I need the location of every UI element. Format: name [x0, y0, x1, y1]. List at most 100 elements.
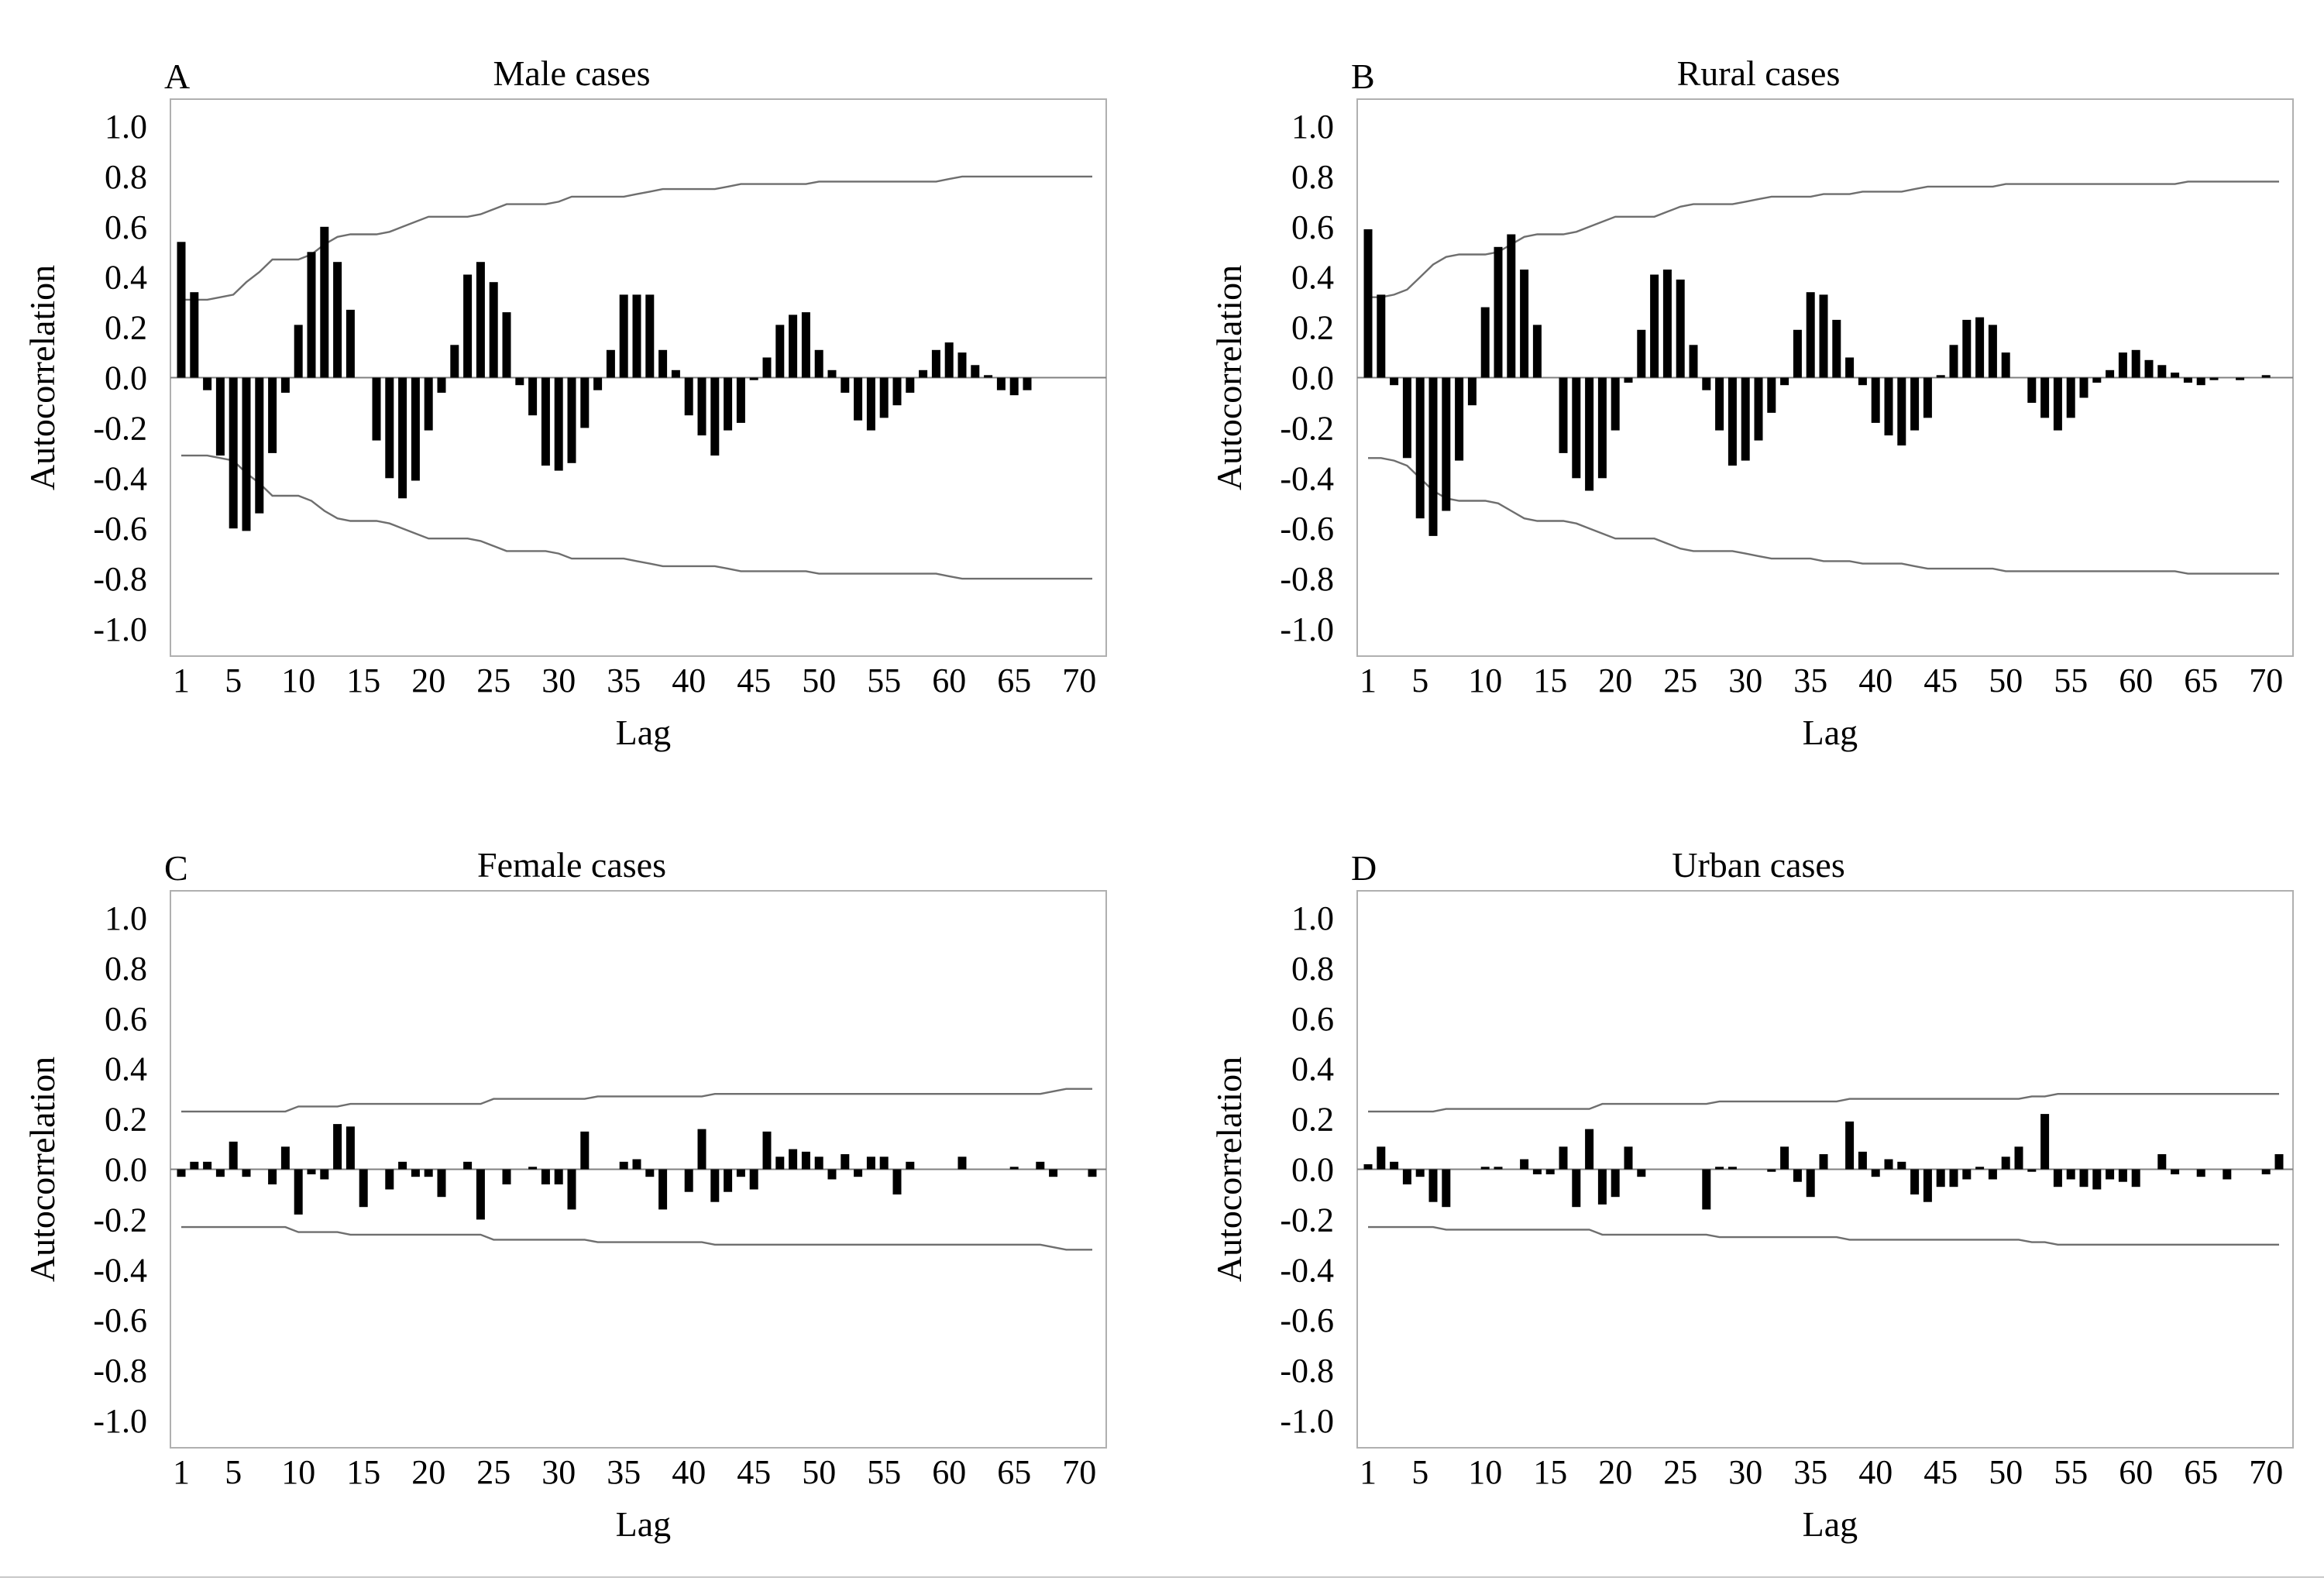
- acf-bar: [229, 377, 238, 529]
- y-tick-label: -0.8: [1280, 560, 1334, 598]
- acf-bar: [1988, 1169, 1997, 1180]
- acf-bar: [1780, 1146, 1789, 1170]
- y-tick-label: 0.4: [105, 259, 147, 297]
- upper-confidence-limit: [1368, 1093, 2279, 1113]
- acf-bar: [2079, 1169, 2089, 1187]
- acf-bar: [476, 1169, 485, 1220]
- acf-bar: [1845, 357, 1855, 378]
- x-axis-label: Lag: [616, 1504, 672, 1544]
- acf-bar: [1494, 246, 1503, 378]
- acf-bar: [749, 1169, 758, 1190]
- acf-bar: [2236, 377, 2245, 380]
- acf-bar: [1988, 325, 1997, 378]
- upper-confidence-limit: [181, 1088, 1092, 1113]
- chart-panel-d: D Urban cases 1.0 0.8 0.6 0.4 0.2 0.0 -0.2 -0.4 -0…: [1209, 845, 2294, 1544]
- lower-confidence-limit: [181, 454, 1092, 580]
- acf-bar: [2196, 377, 2205, 386]
- x-tick-label: 10: [1468, 662, 1502, 699]
- acf-bar: [697, 377, 706, 436]
- y-tick-label: -0.8: [93, 1352, 147, 1390]
- acf-bar: [632, 294, 641, 378]
- x-tick-label: 20: [1598, 1453, 1632, 1491]
- acf-bar: [2118, 1169, 2127, 1182]
- acf-bar: [411, 377, 420, 481]
- acf-bar: [1049, 1169, 1058, 1177]
- acf-bar: [1923, 377, 1932, 418]
- lower-confidence-limit: [1368, 1225, 2279, 1246]
- y-tick-label: 0.6: [105, 1000, 147, 1038]
- acf-bar: [1559, 1146, 1568, 1170]
- acf-bar: [307, 252, 316, 378]
- x-tick-label: 25: [1663, 662, 1697, 699]
- acf-bar: [242, 1169, 251, 1177]
- acf-bar: [814, 349, 823, 378]
- acf-bar: [1585, 1129, 1594, 1170]
- acf-bar: [854, 377, 863, 421]
- acf-bar: [1884, 1159, 1893, 1170]
- acf-bar: [1442, 377, 1451, 511]
- acf-bar: [919, 369, 928, 378]
- x-tick-label: 50: [1989, 662, 2023, 699]
- acf-bar: [541, 1169, 550, 1184]
- acf-bar: [2274, 1154, 2284, 1170]
- x-tick-label: 50: [1989, 1453, 2023, 1491]
- y-tick-label: 0.0: [1291, 1151, 1334, 1189]
- acf-bar: [450, 345, 459, 378]
- x-tick-label: 35: [607, 662, 641, 699]
- panel-letter: B: [1351, 57, 1375, 96]
- y-tick-label: 0.2: [105, 1101, 147, 1139]
- acf-bar: [1532, 1169, 1542, 1174]
- acf-bar: [801, 1151, 810, 1170]
- acf-bar: [1585, 377, 1594, 491]
- acf-bar: [814, 1157, 823, 1170]
- acf-bar: [619, 294, 628, 378]
- x-tick-label: 5: [1411, 1453, 1428, 1491]
- x-tick-label: 1: [173, 662, 190, 699]
- acf-bar: [1520, 270, 1529, 378]
- acf-bar: [2118, 352, 2127, 378]
- x-tick-label: 45: [1923, 1453, 1958, 1491]
- y-tick-label: -0.4: [93, 1251, 147, 1289]
- acf-bar: [1597, 377, 1607, 479]
- acf-bar: [1480, 1167, 1490, 1170]
- acf-bar: [697, 1129, 706, 1170]
- y-tick-label: 0.4: [1291, 1050, 1334, 1088]
- x-tick-label: 45: [1923, 662, 1958, 699]
- acf-bar: [1377, 1146, 1386, 1170]
- acf-bar: [710, 377, 720, 456]
- chart-title: Male cases: [493, 53, 650, 93]
- acf-bar: [2027, 1169, 2037, 1172]
- acf-bar: [1845, 1121, 1855, 1170]
- acf-bar: [346, 309, 355, 378]
- acf-bar: [1754, 377, 1763, 441]
- acf-bar: [2261, 375, 2271, 378]
- acf-bar: [762, 1131, 772, 1170]
- acf-bar: [320, 1169, 329, 1180]
- acf-bar: [1962, 319, 1972, 378]
- acf-bar: [1520, 1159, 1529, 1170]
- x-tick-label: 30: [541, 1453, 576, 1491]
- chart-title: Urban cases: [1672, 845, 1845, 885]
- x-tick-label: 5: [225, 662, 242, 699]
- acf-bar: [1455, 377, 1464, 461]
- acf-bar: [268, 1169, 277, 1184]
- y-tick-label: 0.2: [1291, 309, 1334, 347]
- acf-bar: [684, 1169, 693, 1192]
- acf-bar: [255, 377, 264, 514]
- acf-bar: [2157, 1154, 2167, 1170]
- x-tick-label: 10: [281, 1453, 315, 1491]
- acf-bar: [1559, 377, 1568, 453]
- acf-bar: [1728, 1167, 1737, 1170]
- chart-title: Female cases: [477, 845, 666, 885]
- acf-bar: [1962, 1169, 1972, 1180]
- y-tick-label: 0.0: [105, 1151, 147, 1189]
- acf-bar: [1715, 1167, 1724, 1170]
- acf-bar: [2157, 365, 2167, 378]
- acf-bar: [879, 377, 889, 418]
- acf-bar: [724, 1169, 733, 1192]
- acf-bar: [841, 1154, 850, 1170]
- acf-bar: [1597, 1169, 1607, 1205]
- x-tick-label: 1: [1360, 662, 1377, 699]
- acf-bar: [619, 1161, 628, 1170]
